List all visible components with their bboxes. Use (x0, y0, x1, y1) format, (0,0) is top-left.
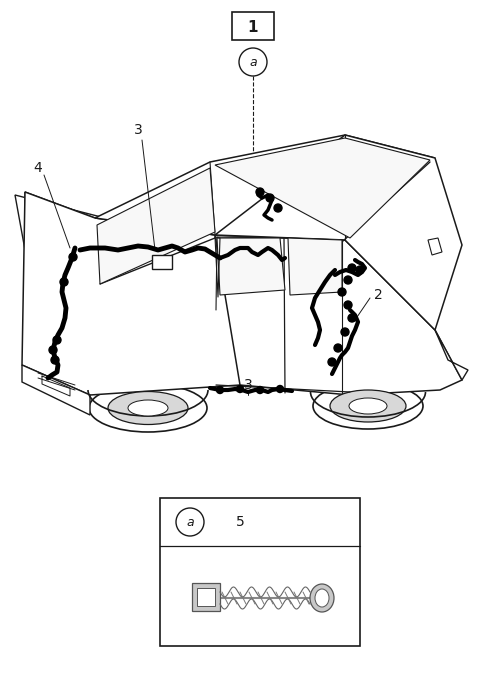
Bar (160, 498, 360, 646)
Circle shape (49, 346, 57, 354)
Polygon shape (215, 138, 430, 238)
Ellipse shape (108, 391, 188, 425)
Bar (192, 583, 220, 611)
Text: 4: 4 (34, 161, 42, 175)
Text: 2: 2 (373, 288, 383, 302)
Polygon shape (97, 168, 215, 284)
Circle shape (348, 314, 356, 322)
Bar (232, 12, 274, 40)
Circle shape (237, 386, 243, 393)
Circle shape (328, 358, 336, 366)
Bar (197, 588, 215, 606)
Text: a: a (186, 516, 194, 529)
Circle shape (69, 253, 77, 261)
Polygon shape (288, 238, 342, 295)
Text: 5: 5 (236, 515, 244, 529)
Polygon shape (95, 135, 435, 240)
Ellipse shape (310, 584, 334, 612)
Circle shape (276, 386, 284, 393)
Polygon shape (25, 192, 215, 285)
Polygon shape (15, 165, 225, 285)
Circle shape (256, 386, 264, 393)
Text: 3: 3 (244, 378, 252, 392)
Polygon shape (22, 192, 240, 395)
Circle shape (216, 386, 224, 393)
Text: a: a (249, 55, 257, 68)
Circle shape (341, 328, 349, 336)
Polygon shape (435, 330, 468, 380)
Ellipse shape (313, 383, 423, 429)
Circle shape (356, 266, 364, 274)
Circle shape (256, 188, 264, 196)
Polygon shape (428, 238, 442, 255)
Bar (152, 255, 172, 269)
Ellipse shape (128, 400, 168, 416)
Polygon shape (215, 135, 462, 330)
Circle shape (348, 264, 356, 272)
Circle shape (60, 278, 68, 286)
Circle shape (274, 204, 282, 212)
Circle shape (334, 344, 342, 352)
Ellipse shape (330, 390, 406, 422)
Circle shape (344, 276, 352, 284)
Circle shape (344, 301, 352, 309)
Circle shape (176, 508, 204, 536)
Ellipse shape (315, 589, 329, 607)
Polygon shape (217, 238, 285, 295)
Circle shape (53, 336, 61, 344)
Circle shape (239, 48, 267, 76)
Circle shape (266, 194, 274, 202)
Polygon shape (215, 235, 462, 395)
Text: 3: 3 (133, 123, 143, 137)
Ellipse shape (89, 384, 207, 432)
Text: 1: 1 (248, 21, 258, 36)
Polygon shape (22, 365, 90, 415)
Ellipse shape (349, 398, 387, 414)
Circle shape (338, 288, 346, 296)
Circle shape (51, 356, 59, 364)
